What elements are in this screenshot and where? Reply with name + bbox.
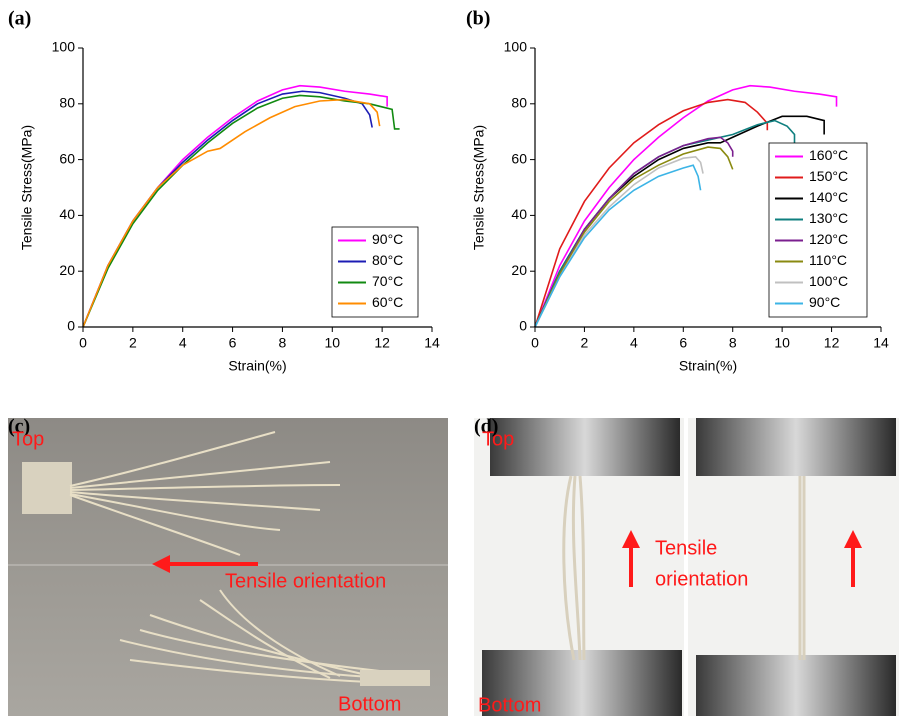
x-tick-label: 4 <box>179 335 187 351</box>
photo-text: Tensile <box>655 537 717 559</box>
y-axis-title: Tensile Stress(MPa) <box>471 125 487 250</box>
x-tick-label: 0 <box>79 335 87 351</box>
photo-d <box>474 418 899 716</box>
photo-text: Tensile orientation <box>225 570 386 592</box>
x-tick-label: 12 <box>374 335 390 351</box>
legend-label: 90°C <box>809 294 840 310</box>
legend-label: 90°C <box>372 231 403 247</box>
legend-label: 160°C <box>809 147 848 163</box>
x-axis-title: Strain(%) <box>228 358 286 374</box>
x-tick-label: 8 <box>279 335 287 351</box>
y-tick-label: 40 <box>511 206 527 222</box>
y-tick-label: 100 <box>504 39 528 55</box>
y-tick-label: 20 <box>59 262 75 278</box>
legend-label: 130°C <box>809 210 848 226</box>
x-tick-label: 0 <box>531 335 539 351</box>
legend-label: 150°C <box>809 168 848 184</box>
x-tick-label: 14 <box>873 335 889 351</box>
x-tick-label: 8 <box>729 335 737 351</box>
legend-label: 100°C <box>809 273 848 289</box>
legend-label: 70°C <box>372 273 403 289</box>
y-tick-label: 60 <box>59 150 75 166</box>
y-tick-label: 0 <box>519 318 527 334</box>
x-tick-label: 6 <box>679 335 687 351</box>
data-line <box>534 164 702 328</box>
y-tick-label: 60 <box>511 150 527 166</box>
data-line <box>534 84 838 328</box>
y-tick-label: 100 <box>52 39 76 55</box>
panel-label: (a) <box>8 8 31 30</box>
x-tick-label: 4 <box>630 335 638 351</box>
panel-label: (c) <box>8 416 30 438</box>
x-tick-label: 2 <box>581 335 589 351</box>
x-tick-label: 12 <box>824 335 840 351</box>
x-tick-label: 10 <box>774 335 790 351</box>
y-tick-label: 20 <box>511 262 527 278</box>
data-line <box>534 119 796 328</box>
data-line <box>82 94 400 328</box>
data-line <box>534 155 704 328</box>
y-tick-label: 0 <box>67 318 75 334</box>
legend-label: 120°C <box>809 231 848 247</box>
legend-label: 140°C <box>809 189 848 205</box>
photo-text: Top <box>482 428 514 450</box>
x-tick-label: 2 <box>129 335 137 351</box>
photo-c <box>8 418 448 716</box>
y-tick-label: 80 <box>59 95 75 111</box>
data-line <box>534 146 734 328</box>
photo-text: Top <box>12 428 44 450</box>
y-axis-title: Tensile Stress(MPa) <box>19 125 35 250</box>
photo-text: Bottom <box>338 693 401 715</box>
legend-box <box>331 226 419 318</box>
x-tick-label: 10 <box>324 335 340 351</box>
data-line <box>534 136 734 328</box>
legend-label: 80°C <box>372 252 403 268</box>
photo-text: Bottom <box>478 694 541 716</box>
photo-text: orientation <box>655 568 748 590</box>
x-tick-label: 6 <box>229 335 237 351</box>
legend-box <box>768 142 868 318</box>
x-tick-label: 14 <box>424 335 440 351</box>
data-line <box>534 98 769 328</box>
x-axis-title: Strain(%) <box>679 358 737 374</box>
data-line <box>82 98 381 328</box>
y-tick-label: 40 <box>59 206 75 222</box>
legend-label: 110°C <box>809 252 847 268</box>
panel-label: (b) <box>466 8 490 30</box>
legend-label: 60°C <box>372 294 403 310</box>
y-tick-label: 80 <box>511 95 527 111</box>
panel-label: (d) <box>474 416 498 438</box>
